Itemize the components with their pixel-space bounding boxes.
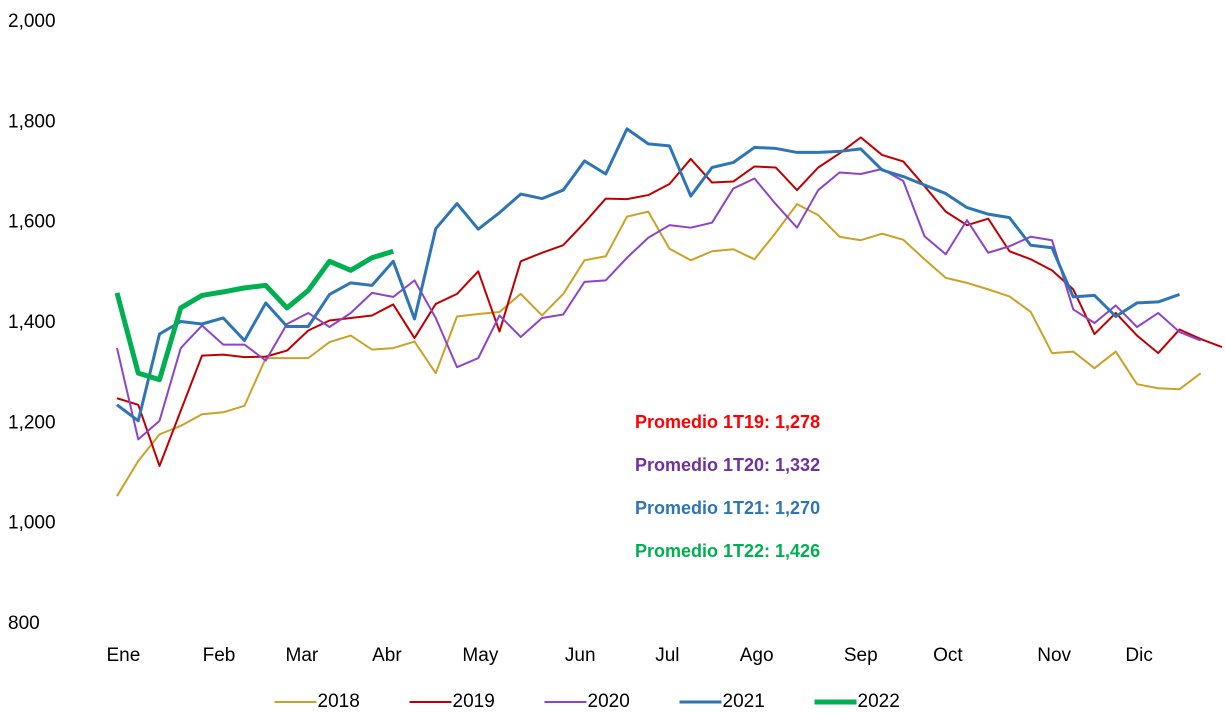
line-series [116,127,1181,423]
annotation: Promedio 1T22: 1,426 [635,541,820,561]
legend-label: 2022 [858,691,900,712]
x-tick-label: Jul [655,645,679,666]
x-tick-label: May [462,645,498,666]
x-tick-label: Nov [1037,645,1071,666]
legend-label: 2018 [318,691,360,712]
legend-label: 2021 [723,691,765,712]
y-tick-label: 800 [8,613,40,634]
annotation: Promedio 1T19: 1,278 [635,412,820,432]
legend-label: 2020 [588,691,630,712]
x-tick-label: Ago [740,645,774,666]
y-tick-label: 1,200 [8,412,56,433]
y-tick-label: 1,600 [8,212,56,233]
x-tick-label: Sep [844,645,878,666]
y-tick-label: 1,000 [8,513,56,534]
y-tick-label: 2,000 [8,11,56,32]
line-series [116,167,1202,441]
legend-label: 2019 [453,691,495,712]
line-series [114,248,394,383]
y-tick-label: 1,400 [8,312,56,333]
x-tick-label: Jun [565,645,596,666]
x-tick-label: Feb [203,645,236,666]
line-series [116,203,1202,497]
annotation: Promedio 1T20: 1,332 [635,455,820,475]
x-tick-label: Abr [372,645,402,666]
line-series [116,136,1223,467]
x-tick-label: Dic [1125,645,1152,666]
x-tick-label: Oct [933,645,963,666]
y-tick-label: 1,800 [8,111,56,132]
annotation: Promedio 1T21: 1,270 [635,498,820,518]
x-tick-label: Ene [106,645,140,666]
x-tick-label: Mar [286,645,319,666]
